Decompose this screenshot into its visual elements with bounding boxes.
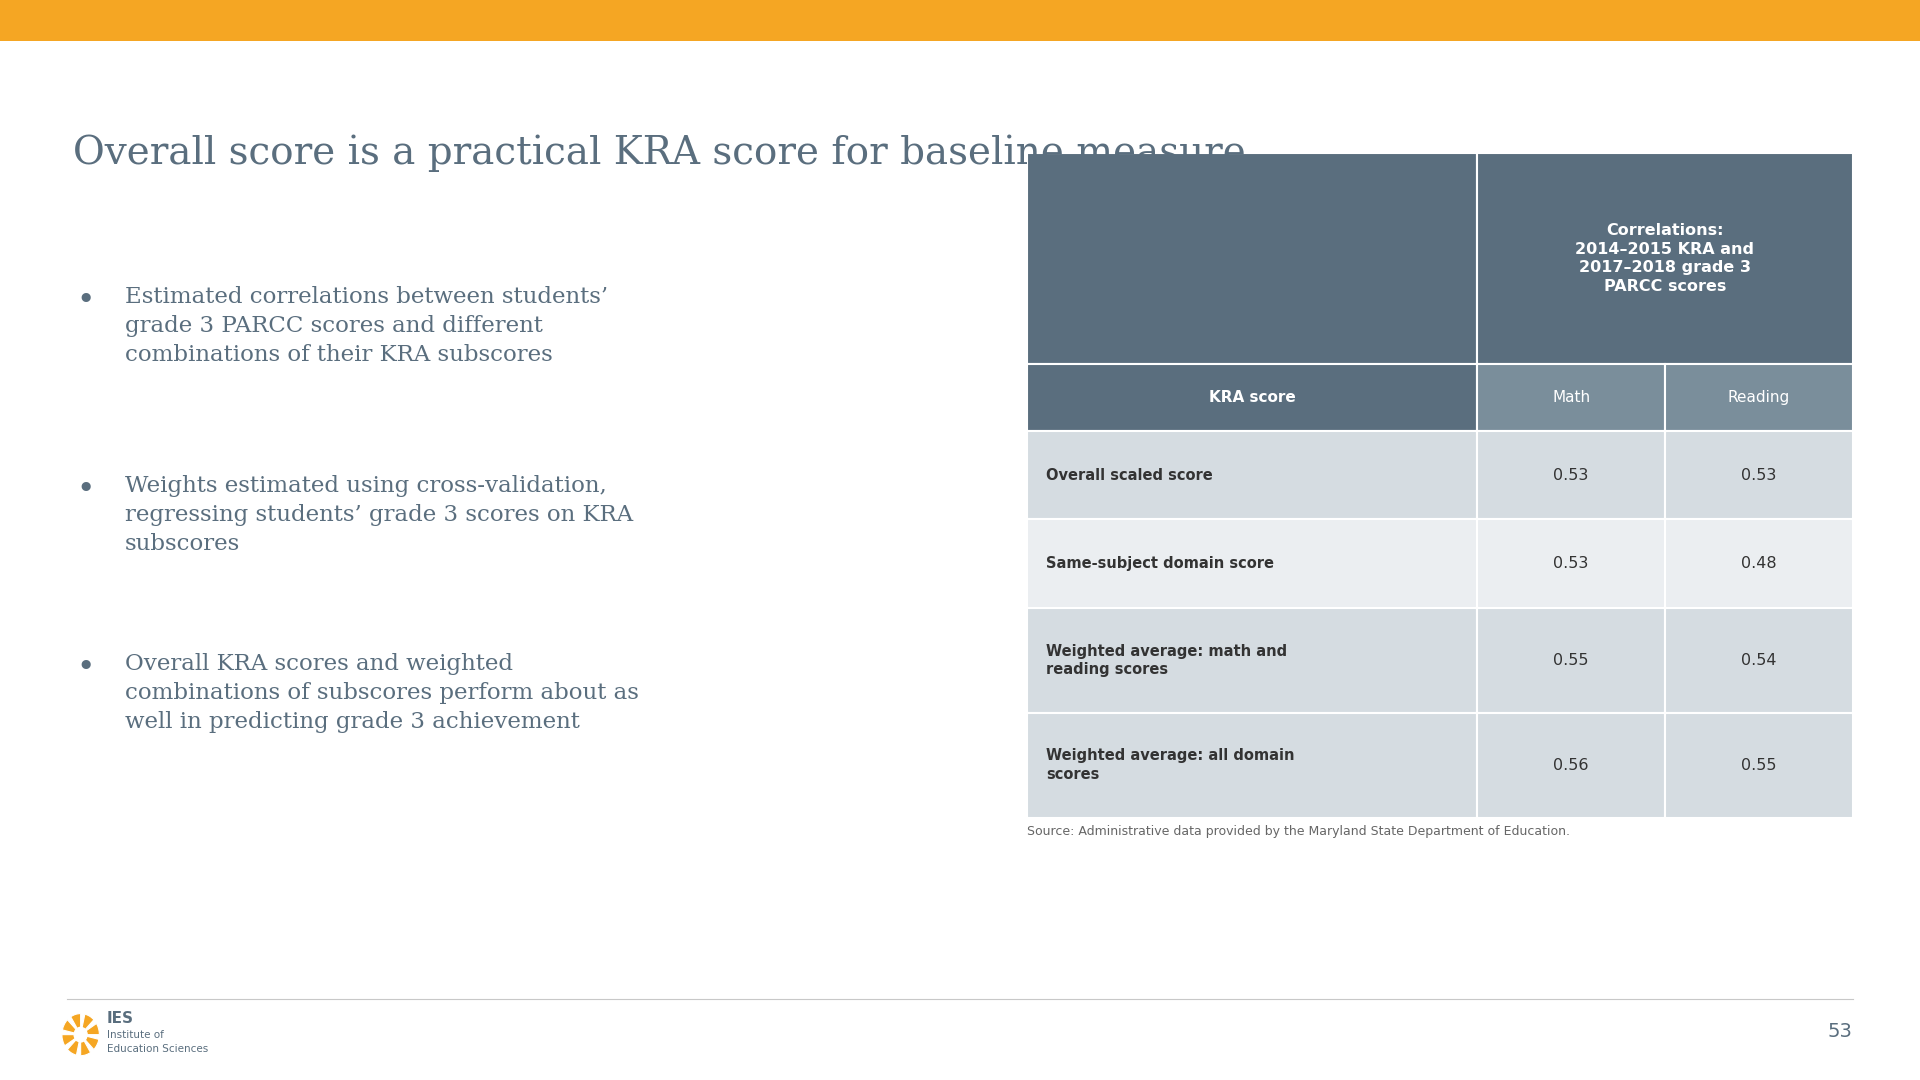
Text: 0.53: 0.53 <box>1553 468 1588 483</box>
Text: Math: Math <box>1551 390 1590 405</box>
Text: Correlations:
2014–2015 KRA and
2017–2018 grade 3
PARCC scores: Correlations: 2014–2015 KRA and 2017–201… <box>1576 224 1755 294</box>
Wedge shape <box>81 1035 100 1050</box>
Text: Estimated correlations between students’
grade 3 PARCC scores and different
comb: Estimated correlations between students’… <box>125 286 609 366</box>
Text: KRA score: KRA score <box>1210 390 1296 405</box>
Text: 0.55: 0.55 <box>1741 758 1776 772</box>
Text: Same-subject domain score: Same-subject domain score <box>1046 556 1275 571</box>
Text: Education Sciences: Education Sciences <box>108 1044 207 1054</box>
Text: Overall score is a practical KRA score for baseline measure: Overall score is a practical KRA score f… <box>73 135 1246 173</box>
Text: Weighted average: math and
reading scores: Weighted average: math and reading score… <box>1046 644 1288 677</box>
Text: IES: IES <box>108 1011 134 1026</box>
Text: 0.56: 0.56 <box>1553 758 1590 772</box>
Wedge shape <box>81 1035 90 1056</box>
Wedge shape <box>67 1035 81 1055</box>
Text: Source: Administrative data provided by the Maryland State Department of Educati: Source: Administrative data provided by … <box>1027 825 1571 838</box>
Circle shape <box>75 1027 86 1042</box>
Text: Institute of: Institute of <box>108 1029 163 1040</box>
Text: •: • <box>77 653 96 685</box>
Text: •: • <box>77 475 96 507</box>
Text: Overall scaled score: Overall scaled score <box>1046 468 1213 483</box>
Text: 0.55: 0.55 <box>1553 653 1590 667</box>
Text: 53: 53 <box>1828 1022 1853 1041</box>
Text: Overall KRA scores and weighted
combinations of subscores perform about as
well : Overall KRA scores and weighted combinat… <box>125 653 639 733</box>
Wedge shape <box>61 1035 81 1045</box>
Text: Weighted average: all domain
scores: Weighted average: all domain scores <box>1046 748 1294 782</box>
Wedge shape <box>81 1024 100 1035</box>
Text: Reading: Reading <box>1728 390 1789 405</box>
Text: Weights estimated using cross-validation,
regressing students’ grade 3 scores on: Weights estimated using cross-validation… <box>125 475 634 555</box>
Text: 0.53: 0.53 <box>1553 556 1588 571</box>
Text: •: • <box>77 286 96 318</box>
Wedge shape <box>81 1014 94 1035</box>
Text: 0.54: 0.54 <box>1741 653 1776 667</box>
Wedge shape <box>61 1020 81 1035</box>
Wedge shape <box>71 1013 81 1035</box>
Text: 0.48: 0.48 <box>1741 556 1776 571</box>
Text: 0.53: 0.53 <box>1741 468 1776 483</box>
